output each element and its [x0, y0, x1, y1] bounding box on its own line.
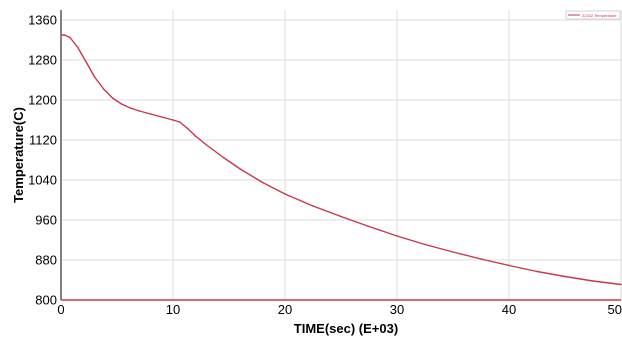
data-point: [222, 156, 225, 159]
data-point: [84, 60, 87, 62]
axis-layer: 800 880 960 1040 1120 1200 1280 1360 0 10 20 30 40 50…: [11, 10, 622, 336]
data-point: [620, 283, 622, 286]
y-tick-label: 1120: [29, 133, 57, 148]
data-point: [480, 258, 482, 260]
legend-label: 22342 Temperature: [582, 13, 617, 18]
legend: 22342 Temperature: [565, 10, 621, 20]
legend-box: [565, 10, 621, 20]
y-tick-label: 1040: [28, 173, 57, 188]
y-tick-label: 960: [35, 213, 57, 228]
data-point: [592, 280, 594, 282]
x-tick-label: 20: [278, 302, 292, 317]
data-point: [129, 107, 132, 109]
data-point: [508, 264, 510, 267]
data-point: [368, 225, 370, 228]
x-axis-title: TIME(sec) (E+03): [294, 321, 398, 336]
x-tick-label: 40: [502, 302, 516, 317]
data-point: [194, 135, 197, 137]
data-point: [63, 34, 66, 36]
series-layer: [60, 34, 622, 286]
data-point: [111, 97, 114, 99]
data-point: [102, 88, 105, 90]
data-point: [179, 121, 181, 123]
series-line: [61, 34, 622, 286]
data-point: [77, 46, 79, 49]
data-point: [205, 144, 208, 146]
data-point: [312, 205, 314, 207]
data-point: [161, 116, 163, 118]
data-point: [186, 127, 189, 130]
data-point: [172, 119, 174, 121]
data-point: [340, 215, 342, 218]
data-point: [452, 251, 454, 253]
x-tick-label: 0: [57, 302, 64, 317]
data-point: [138, 110, 141, 112]
data-point: [93, 76, 96, 78]
data-point: [284, 193, 286, 195]
y-tick-label: 800: [35, 293, 57, 308]
grid-layer: [61, 10, 622, 300]
y-tick-label: 1360: [28, 13, 57, 28]
y-tick-label: 1200: [28, 93, 57, 108]
data-point: [396, 235, 398, 237]
y-tick-label: 880: [35, 253, 57, 268]
x-tick-label: 10: [166, 302, 180, 317]
data-point: [69, 36, 71, 39]
y-axis-title: Temperature(C): [11, 107, 26, 203]
y-tick-label: 1280: [28, 53, 57, 68]
data-point: [564, 275, 566, 278]
x-tick-label: 50: [608, 302, 622, 317]
data-point: [536, 270, 538, 273]
data-point: [149, 113, 152, 115]
data-point: [120, 103, 123, 105]
x-tick-label: 30: [390, 302, 404, 317]
data-point: [239, 168, 241, 170]
data-point: [261, 181, 264, 184]
data-point: [60, 34, 62, 36]
data-point: [424, 243, 426, 246]
